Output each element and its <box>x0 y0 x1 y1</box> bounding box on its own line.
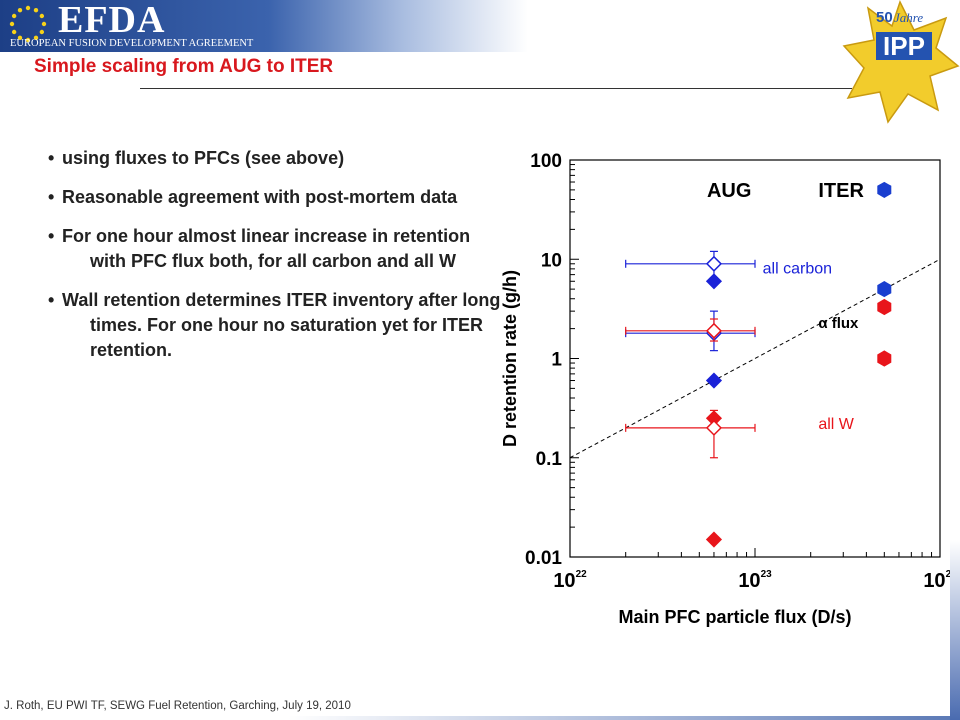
bullet-icon: • <box>48 187 55 207</box>
x-tick-base: 10 <box>553 570 575 592</box>
filled-diamond-point <box>705 372 723 389</box>
y-tick-label: 0.1 <box>536 449 563 470</box>
footer-citation: J. Roth, EU PWI TF, SEWG Fuel Retention,… <box>4 700 351 712</box>
bullet-item: • using fluxes to PFCs (see above) <box>34 146 504 171</box>
y-tick-label: 100 <box>530 151 562 172</box>
alpha-flux-label: α flux <box>818 315 859 332</box>
eu-star-icon <box>9 21 15 27</box>
eu-star-icon <box>11 13 17 19</box>
bullet-icon: • <box>48 148 55 168</box>
iter-hexagon-point <box>877 281 892 298</box>
efda-logo: EFDA EUROPEAN FUSION DEVELOPMENT AGREEME… <box>6 0 266 50</box>
eu-star-icon <box>25 5 31 11</box>
eu-star-icon <box>41 21 47 27</box>
eu-star-icon <box>11 29 17 35</box>
all-w-label: all W <box>818 416 854 433</box>
ipp-50-jahre-logo: 50 Jahre IPP <box>842 0 960 124</box>
efda-logo-subtitle: EUROPEAN FUSION DEVELOPMENT AGREEMENT <box>10 38 254 49</box>
open-diamond-point <box>705 255 723 272</box>
y-tick-label: 10 <box>541 250 562 271</box>
footer-bar <box>0 716 960 720</box>
eu-stars-icon <box>9 5 47 43</box>
efda-logo-text: EFDA <box>58 0 166 41</box>
iter-hexagon-point <box>877 350 892 367</box>
y-tick-label: 1 <box>551 350 562 371</box>
eu-star-icon <box>25 37 31 43</box>
open-diamond-point <box>705 322 723 339</box>
iter-hexagon-point <box>877 181 892 198</box>
filled-diamond-point <box>705 531 723 548</box>
ipp-logo-jahre: Jahre <box>894 10 923 25</box>
eu-star-icon <box>33 35 39 41</box>
bullet-item: • Reasonable agreement with post-mortem d… <box>34 185 504 210</box>
bullet-item: • For one hour almost linear increase in … <box>34 224 504 274</box>
y-axis-label: D retention rate (g/h) <box>500 270 520 447</box>
all-carbon-label: all carbon <box>763 260 832 277</box>
iter-label: ITER <box>818 180 864 202</box>
bullet-icon: • <box>48 226 55 246</box>
ipp-logo-word: IPP <box>883 31 925 61</box>
x-tick-label: 1023 <box>738 569 772 592</box>
x-tick-base: 10 <box>923 570 945 592</box>
x-tick-base: 10 <box>738 570 760 592</box>
ipp-logo-50: 50 <box>876 9 893 26</box>
x-tick-label: 1022 <box>553 569 587 592</box>
eu-star-icon <box>39 13 45 19</box>
eu-star-icon <box>39 29 45 35</box>
bullet-text: For one hour almost linear increase in r… <box>62 226 471 271</box>
bullet-list: • using fluxes to PFCs (see above) • Reaso… <box>34 146 504 377</box>
eu-star-icon <box>33 7 39 13</box>
x-axis-label: Main PFC particle flux (D/s) <box>618 607 851 627</box>
bullet-text: Wall retention determines ITER inventory… <box>62 290 501 360</box>
x-tick-exponent: 23 <box>761 569 773 580</box>
eu-star-icon <box>17 35 23 41</box>
bullet-text: using fluxes to PFCs (see above) <box>62 148 345 168</box>
bullet-item: • Wall retention determines ITER inventor… <box>34 288 504 363</box>
iter-hexagon-point <box>877 298 892 316</box>
bullet-icon: • <box>48 290 55 310</box>
slide-edge-gradient <box>950 540 960 720</box>
eu-star-icon <box>17 7 23 13</box>
open-diamond-point <box>705 419 723 436</box>
aug-label: AUG <box>707 180 751 202</box>
x-tick-exponent: 22 <box>576 569 588 580</box>
page-title: Simple scaling from AUG to ITER <box>34 56 334 77</box>
y-tick-label: 0.01 <box>525 548 562 569</box>
header-band <box>0 0 960 52</box>
bullet-text: Reasonable agreement with post-mortem da… <box>62 187 458 207</box>
title-divider <box>140 88 852 89</box>
ipp-logo-box <box>876 32 932 60</box>
